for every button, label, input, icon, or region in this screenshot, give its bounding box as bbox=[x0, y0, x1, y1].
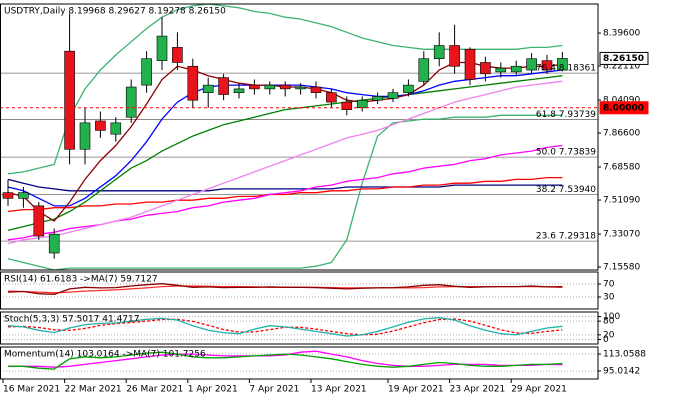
fib-level-label: 61.8 7.93739 bbox=[536, 110, 596, 120]
indicator-line bbox=[8, 351, 563, 370]
candle-body bbox=[172, 47, 183, 63]
candle-body bbox=[202, 84, 214, 93]
indicator-line bbox=[7, 80, 563, 245]
y-tick-label: 8.22110 bbox=[603, 62, 640, 72]
candle-body bbox=[557, 58, 568, 71]
pane-border bbox=[0, 3, 599, 271]
fib-level-label: 38.2 7.53940 bbox=[536, 185, 596, 195]
candle-body bbox=[249, 84, 260, 90]
x-tick-label: 16 Mar 2021 bbox=[3, 385, 60, 395]
candle-body bbox=[310, 86, 322, 93]
candle-body bbox=[218, 77, 229, 95]
x-tick-label: 7 Apr 2021 bbox=[249, 385, 299, 395]
fib-level-label: 23.6 7.29318 bbox=[536, 232, 596, 242]
candle-body bbox=[264, 84, 276, 90]
candle-body bbox=[2, 192, 14, 199]
price-label: 8.00000 bbox=[603, 103, 644, 113]
y-tick-label: 7.33070 bbox=[603, 230, 640, 240]
pane-border bbox=[0, 346, 599, 380]
indicator-line bbox=[7, 114, 563, 271]
candle-body bbox=[341, 101, 353, 110]
candle-body bbox=[387, 92, 399, 99]
candle-body bbox=[356, 99, 368, 109]
indicator-line bbox=[7, 75, 563, 232]
candle-body bbox=[141, 58, 152, 86]
y-tick-label: 7.86600 bbox=[603, 129, 640, 139]
indicator-line bbox=[7, 318, 563, 336]
y-tick-label: 7.15580 bbox=[603, 263, 640, 273]
candle-body bbox=[64, 50, 75, 150]
candle-body bbox=[279, 84, 291, 90]
candle-body bbox=[18, 192, 29, 199]
candle-body bbox=[541, 60, 553, 71]
candle-body bbox=[48, 233, 60, 254]
price-label: 8.26150 bbox=[603, 54, 644, 64]
candle-body bbox=[418, 58, 430, 82]
indicator-line bbox=[7, 176, 563, 213]
x-tick-label: 23 Apr 2021 bbox=[450, 385, 506, 395]
candle-body bbox=[233, 88, 245, 93]
y-tick-label: 113.0588 bbox=[603, 350, 646, 360]
x-tick-label: 26 Mar 2021 bbox=[126, 385, 183, 395]
plot-area bbox=[0, 3, 598, 372]
candle-body bbox=[449, 45, 460, 67]
candle-body bbox=[156, 35, 168, 61]
indicator-line bbox=[8, 350, 563, 368]
price-label-box bbox=[599, 101, 649, 115]
y-tick-label: 80 bbox=[603, 317, 615, 327]
candle-body bbox=[79, 122, 91, 150]
pane-border bbox=[0, 311, 599, 345]
candle-body bbox=[480, 62, 491, 75]
x-tick-label: 29 Apr 2021 bbox=[511, 385, 567, 395]
x-tick-label: 22 Mar 2021 bbox=[65, 385, 122, 395]
pane-title: Momentum(14) 103.0164 ->MA(7) 101.7256 bbox=[4, 350, 206, 360]
fib-level-label: 50.0 7.73839 bbox=[536, 148, 596, 158]
y-tick-label: 20 bbox=[603, 330, 615, 340]
y-tick-label: 7.51090 bbox=[603, 196, 640, 206]
fib-level-label: 76.4 8.18361 bbox=[536, 64, 596, 74]
y-tick-label: 95.0142 bbox=[603, 366, 640, 376]
pane-title: Stoch(5,3,3) 57.5017 41.4717 bbox=[4, 315, 139, 325]
price-label-box bbox=[599, 51, 649, 65]
indicator-line bbox=[7, 317, 563, 337]
candle-body bbox=[95, 120, 106, 131]
candle-body bbox=[33, 205, 45, 237]
candle-body bbox=[110, 122, 122, 135]
candle-body bbox=[526, 58, 537, 71]
y-tick-label: 8.04090 bbox=[603, 96, 640, 106]
candle-body bbox=[187, 65, 199, 101]
pane-title: RSI(14) 61.6183 ->MA(7) 59.7127 bbox=[4, 275, 158, 285]
candle-body bbox=[326, 92, 337, 103]
candle-body bbox=[510, 65, 522, 73]
candle-body bbox=[433, 45, 445, 60]
indicator-line bbox=[7, 283, 563, 296]
pane-title: USDTRY,Daily 8.19968 8.29627 8.19278 8.2… bbox=[4, 7, 226, 17]
candle-body bbox=[372, 96, 383, 101]
candle-body bbox=[295, 86, 306, 90]
x-tick-label: 13 Apr 2021 bbox=[311, 385, 367, 395]
candle-body bbox=[495, 67, 507, 73]
x-tick-label: 1 Apr 2021 bbox=[188, 385, 238, 395]
candle-body bbox=[125, 86, 137, 118]
y-tick-label: 8.39600 bbox=[603, 29, 640, 39]
y-tick-label: 70 bbox=[603, 280, 615, 290]
candle-body bbox=[403, 84, 414, 93]
candle-body bbox=[464, 48, 476, 80]
y-tick-label: 0 bbox=[603, 335, 609, 345]
x-tick-label: 19 Apr 2021 bbox=[388, 385, 444, 395]
pane-border bbox=[0, 271, 599, 310]
y-tick-label: 100 bbox=[603, 312, 620, 322]
y-tick-label: 7.68580 bbox=[603, 163, 640, 173]
y-tick-label: 30 bbox=[603, 292, 615, 302]
